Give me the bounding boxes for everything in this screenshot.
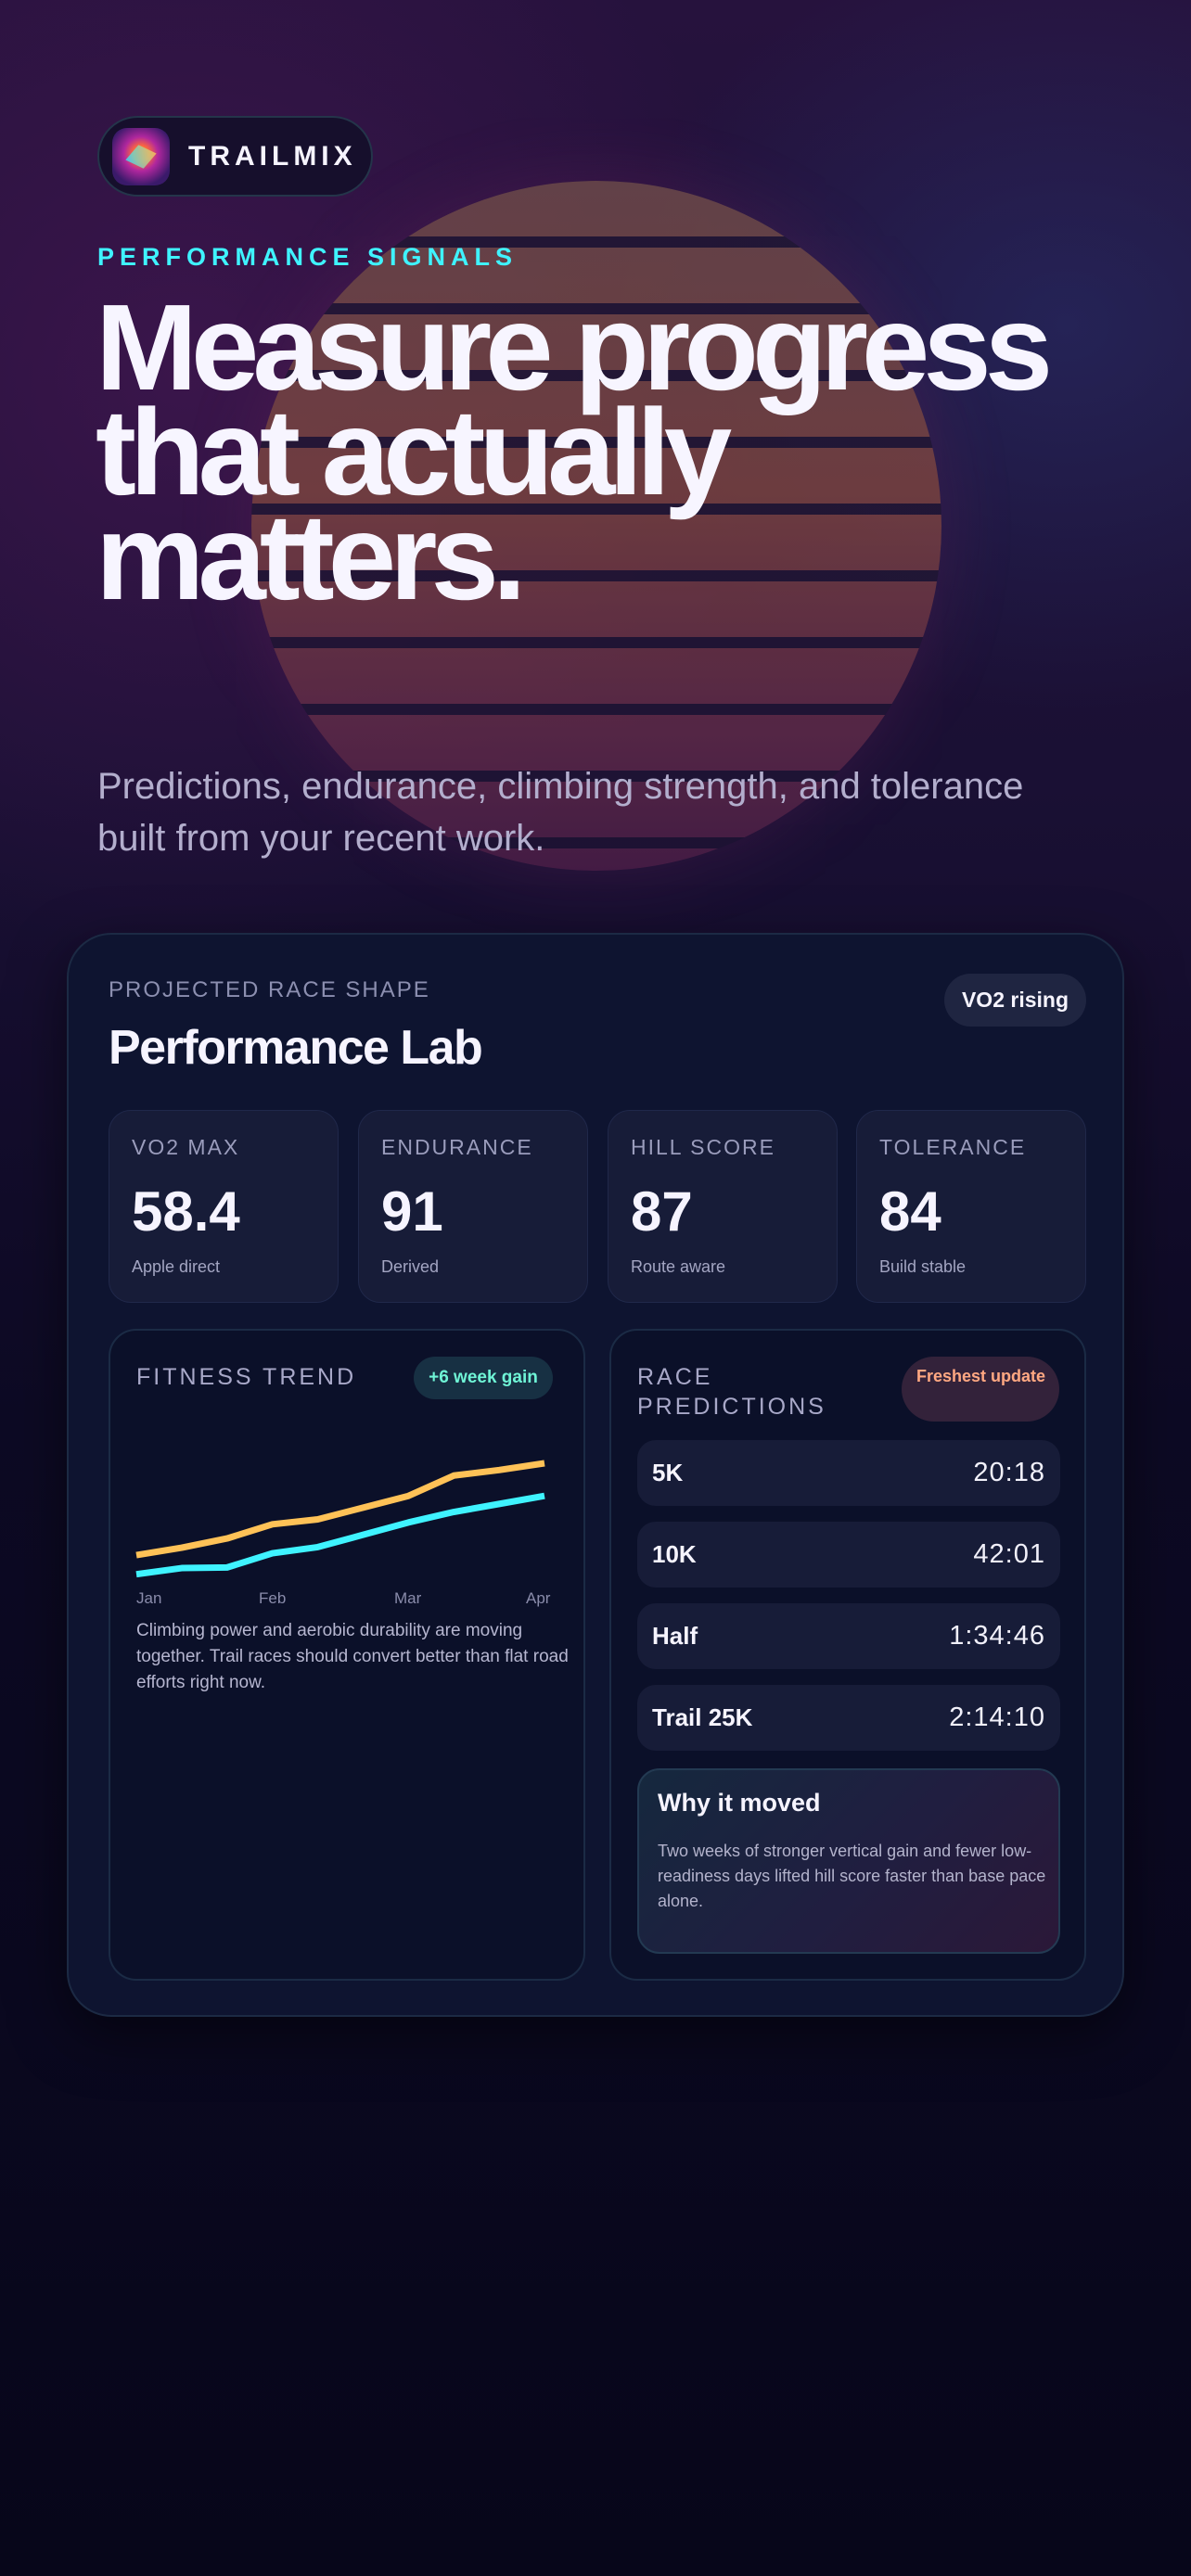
predictions-title: RACE PREDICTIONS	[637, 1364, 826, 1420]
race-name: Half	[652, 1622, 698, 1650]
why-body: Two weeks of stronger vertical gain and …	[658, 1842, 1046, 1910]
x-tick-label: Feb	[259, 1589, 286, 1607]
trend-title: FITNESS TREND	[136, 1364, 357, 1390]
stat-sub: Build stable	[879, 1257, 967, 1276]
stat-sub: Route aware	[631, 1257, 726, 1276]
card-title: Performance Lab	[109, 1021, 483, 1075]
prediction-row-trail-25k[interactable]: Trail 25K 2:14:10	[637, 1685, 1060, 1751]
brand-name: TRAILMIX	[188, 140, 357, 172]
race-time: 1:34:46	[949, 1621, 1045, 1651]
prediction-row-5k[interactable]: 5K 20:18	[637, 1440, 1060, 1506]
stat-value: 84	[879, 1180, 941, 1243]
card-eyebrow: PROJECTED RACE SHAPE	[109, 977, 430, 1002]
stat-tile-vo2max[interactable]: VO2 MAX 58.4 Apple direct	[109, 1110, 339, 1303]
trend-description: Climbing power and aerobic durability ar…	[136, 1621, 569, 1692]
x-tick-label: Apr	[526, 1589, 551, 1607]
sun-graphic	[251, 181, 941, 871]
hero-subtitle: Predictions, endurance, climbing strengt…	[97, 766, 1024, 859]
vo2-status-badge: VO2 rising	[944, 974, 1086, 1027]
prediction-row-10k[interactable]: 10K 42:01	[637, 1522, 1060, 1588]
race-name: Trail 25K	[652, 1703, 753, 1731]
brand-logo-pill[interactable]: TRAILMIX	[97, 116, 373, 197]
freshest-update-badge: Freshest update	[902, 1357, 1059, 1422]
stat-value: 87	[631, 1180, 693, 1243]
race-time: 42:01	[973, 1539, 1045, 1569]
stat-sub: Apple direct	[132, 1257, 221, 1276]
why-it-moved-box: Why it moved Two weeks of stronger verti…	[637, 1768, 1060, 1954]
race-time: 2:14:10	[949, 1702, 1045, 1732]
trailmix-logo-icon	[112, 127, 170, 185]
stat-tile-endurance[interactable]: ENDURANCE 91 Derived	[358, 1110, 588, 1303]
stat-label: TOLERANCE	[879, 1135, 1027, 1159]
race-name: 10K	[652, 1540, 697, 1568]
fitness-trend-chart: Jan Feb Mar Apr	[135, 1460, 551, 1607]
stat-label: VO2 MAX	[132, 1135, 240, 1159]
stat-label: HILL SCORE	[631, 1135, 775, 1159]
race-predictions-panel: RACE PREDICTIONS Freshest update 5K 20:18…	[609, 1329, 1086, 1981]
hero-headline: Measure progress that actually matters.	[96, 279, 1053, 625]
hero-eyebrow: PERFORMANCE SIGNALS	[97, 243, 519, 271]
stat-value: 91	[381, 1180, 443, 1243]
performance-lab-card: PROJECTED RACE SHAPE Performance Lab VO2…	[67, 933, 1124, 2017]
x-tick-label: Jan	[136, 1589, 161, 1607]
fitness-trend-panel: FITNESS TREND +6 week gain Jan Feb Mar Apr …	[109, 1329, 585, 1981]
stat-label: ENDURANCE	[381, 1135, 533, 1159]
race-time: 20:18	[973, 1458, 1045, 1487]
x-tick-label: Mar	[394, 1589, 422, 1607]
why-title: Why it moved	[658, 1789, 821, 1817]
stat-tile-hill-score[interactable]: HILL SCORE 87 Route aware	[608, 1110, 838, 1303]
stat-tile-tolerance[interactable]: TOLERANCE 84 Build stable	[856, 1110, 1086, 1303]
race-name: 5K	[652, 1459, 684, 1486]
series-line-1	[135, 1492, 545, 1578]
gain-badge: +6 week gain	[414, 1357, 553, 1399]
stat-sub: Derived	[381, 1257, 440, 1276]
prediction-row-half[interactable]: Half 1:34:46	[637, 1603, 1060, 1669]
stat-value: 58.4	[132, 1180, 240, 1243]
series-line-0	[135, 1460, 545, 1559]
